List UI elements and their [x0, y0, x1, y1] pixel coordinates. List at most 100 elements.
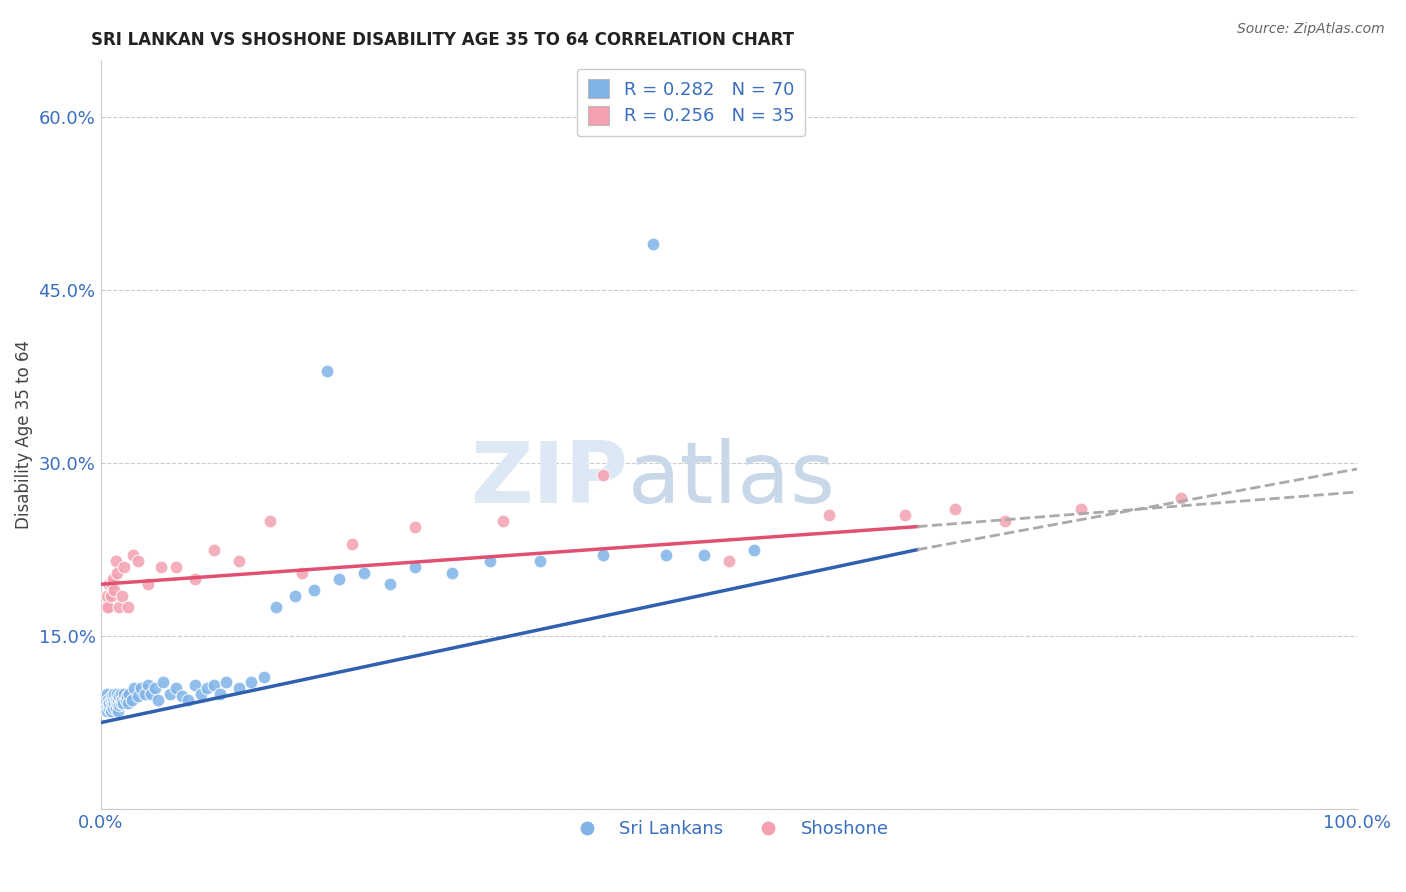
- Point: [107, 704, 129, 718]
- Point: [143, 681, 166, 695]
- Point: [101, 692, 124, 706]
- Point: [101, 572, 124, 586]
- Point: [692, 549, 714, 563]
- Point: [97, 698, 120, 713]
- Point: [177, 692, 200, 706]
- Point: [943, 502, 966, 516]
- Point: [340, 537, 363, 551]
- Point: [115, 689, 138, 703]
- Point: [228, 554, 250, 568]
- Point: [404, 560, 426, 574]
- Point: [101, 698, 124, 713]
- Point: [479, 554, 502, 568]
- Point: [105, 566, 128, 580]
- Point: [100, 589, 122, 603]
- Point: [717, 554, 740, 568]
- Point: [136, 577, 159, 591]
- Point: [353, 566, 375, 580]
- Point: [117, 600, 139, 615]
- Legend: Sri Lankans, Shoshone: Sri Lankans, Shoshone: [561, 813, 896, 845]
- Point: [818, 508, 841, 522]
- Point: [96, 687, 118, 701]
- Point: [215, 675, 238, 690]
- Point: [101, 700, 124, 714]
- Point: [136, 677, 159, 691]
- Point: [103, 696, 125, 710]
- Point: [97, 692, 120, 706]
- Point: [100, 692, 122, 706]
- Point: [266, 600, 288, 615]
- Point: [103, 687, 125, 701]
- Point: [98, 577, 121, 591]
- Point: [315, 364, 337, 378]
- Point: [491, 514, 513, 528]
- Point: [259, 514, 281, 528]
- Point: [378, 577, 401, 591]
- Point: [104, 554, 127, 568]
- Point: [118, 687, 141, 701]
- Point: [104, 700, 127, 714]
- Point: [404, 519, 426, 533]
- Point: [290, 566, 312, 580]
- Point: [117, 696, 139, 710]
- Point: [127, 689, 149, 703]
- Point: [111, 692, 134, 706]
- Point: [110, 696, 132, 710]
- Point: [110, 687, 132, 701]
- Point: [240, 675, 263, 690]
- Point: [742, 542, 765, 557]
- Point: [284, 589, 307, 603]
- Point: [105, 687, 128, 701]
- Point: [302, 582, 325, 597]
- Point: [165, 560, 187, 574]
- Point: [592, 549, 614, 563]
- Point: [159, 687, 181, 701]
- Point: [202, 677, 225, 691]
- Point: [112, 687, 135, 701]
- Point: [149, 560, 172, 574]
- Point: [105, 696, 128, 710]
- Point: [93, 698, 115, 713]
- Point: [112, 696, 135, 710]
- Point: [994, 514, 1017, 528]
- Point: [114, 692, 136, 706]
- Point: [152, 675, 174, 690]
- Point: [139, 687, 162, 701]
- Point: [103, 582, 125, 597]
- Point: [96, 589, 118, 603]
- Point: [108, 698, 131, 713]
- Point: [328, 572, 350, 586]
- Point: [893, 508, 915, 522]
- Point: [208, 687, 231, 701]
- Point: [121, 692, 143, 706]
- Point: [643, 237, 665, 252]
- Point: [1070, 502, 1092, 516]
- Point: [655, 549, 678, 563]
- Point: [104, 692, 127, 706]
- Y-axis label: Disability Age 35 to 64: Disability Age 35 to 64: [15, 340, 32, 529]
- Text: SRI LANKAN VS SHOSHONE DISABILITY AGE 35 TO 64 CORRELATION CHART: SRI LANKAN VS SHOSHONE DISABILITY AGE 35…: [91, 31, 794, 49]
- Point: [98, 700, 121, 714]
- Point: [127, 554, 149, 568]
- Point: [108, 689, 131, 703]
- Text: ZIP: ZIP: [471, 438, 628, 521]
- Point: [108, 600, 131, 615]
- Point: [111, 589, 134, 603]
- Point: [592, 467, 614, 482]
- Point: [195, 681, 218, 695]
- Point: [184, 677, 207, 691]
- Point: [190, 687, 212, 701]
- Point: [94, 600, 117, 615]
- Point: [1170, 491, 1192, 505]
- Point: [94, 692, 117, 706]
- Point: [97, 600, 120, 615]
- Point: [101, 577, 124, 591]
- Point: [101, 689, 124, 703]
- Text: Source: ZipAtlas.com: Source: ZipAtlas.com: [1237, 22, 1385, 37]
- Point: [529, 554, 551, 568]
- Point: [98, 696, 121, 710]
- Text: atlas: atlas: [628, 438, 837, 521]
- Point: [172, 689, 194, 703]
- Point: [165, 681, 187, 695]
- Point: [96, 704, 118, 718]
